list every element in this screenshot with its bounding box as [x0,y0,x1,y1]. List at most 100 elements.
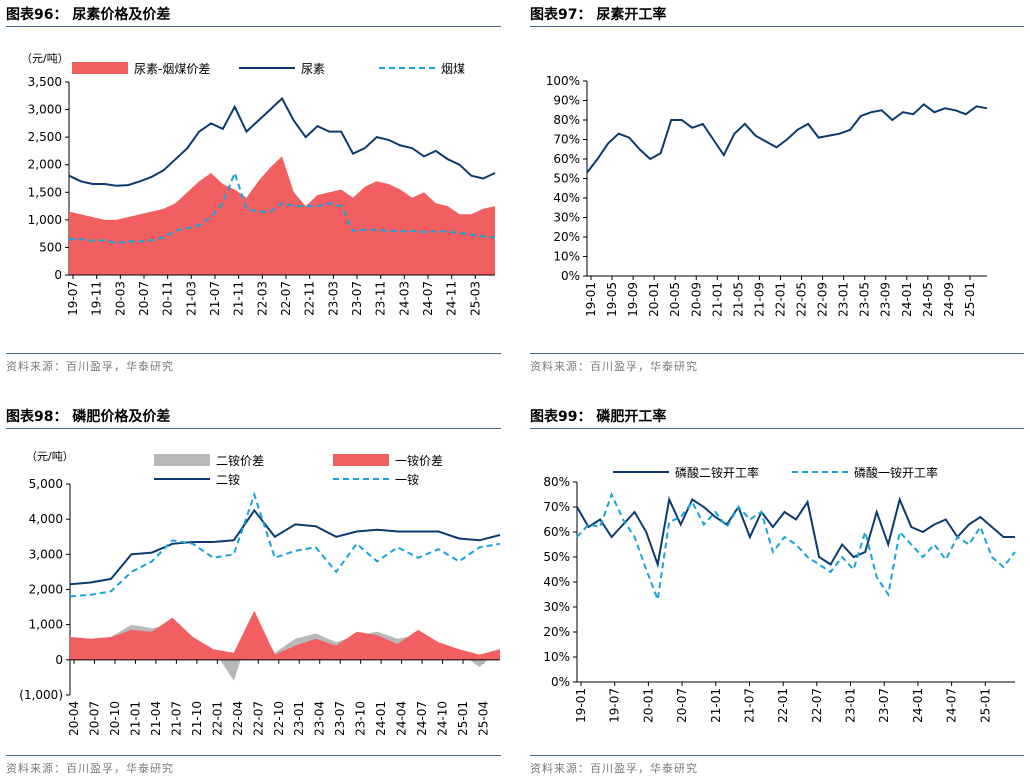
chart-title: 图表99： 磷肥开工率 [530,409,667,425]
x-tick-label: 24-07 [421,281,435,316]
x-tick-label: 20-03 [113,281,127,316]
x-tick-label: 24-01 [911,688,925,723]
title-rule [6,428,501,429]
y-tick-label: 40% [543,575,570,589]
x-tick-label: 22-10 [272,701,286,736]
x-tick-label: 21-07 [742,688,756,723]
x-tick-label: 25-03 [468,281,482,316]
source-rule [6,755,501,756]
x-tick-label: 22-04 [231,701,245,736]
y-tick-label: 0 [55,653,63,667]
y-tick-label: 500 [39,240,62,254]
source-rule [530,353,1024,354]
y-tick-label: 3,000 [29,547,63,561]
source-rule [530,755,1024,756]
x-tick-label: 20-01 [641,688,655,723]
x-tick-label: 22-05 [795,282,809,317]
x-tick-label: 25-04 [477,701,491,736]
x-tick-label: 24-07 [415,701,429,736]
x-tick-label: 21-05 [731,282,745,317]
chart-phosphate-price-spread: (1,000) 0 1,000 2,000 3,000 4,000 5,000 20-04 20… [19,450,501,736]
y-tick-label: 2,000 [28,158,62,172]
source-note: 资料来源：百川盈孚，华泰研究 [6,360,174,373]
x-tick-label: 21-03 [184,281,198,316]
x-tick-label: 19-07 [66,281,80,316]
y-tick-label: 70% [543,500,570,514]
x-tick-label: 22-01 [776,688,790,723]
chart-title: 图表97： 尿素开工率 [530,7,667,23]
x-tick-label: 21-01 [128,701,142,736]
x-tick-label: 21-04 [149,701,163,736]
panel-phosphate-price: 图表98： 磷肥价格及价差 (1,000) 0 1,000 2,000 3,000 4,0… [6,406,506,778]
x-tick-label: 22-03 [255,281,269,316]
x-tick-label: 22-11 [303,281,317,316]
x-tick-label: 23-10 [354,701,368,736]
x-tick-label: 22-01 [210,701,224,736]
panel-urea-operating-rate: 图表97： 尿素开工率 0% 10% 20% 30% 40% 50% 60% 70% 80% 90… [530,4,1030,374]
x-tick-label: 21-01 [709,688,723,723]
legend-label-1: 磷酸一铵开工率 [854,465,938,480]
series-line-1 [576,491,1016,604]
x-tick-label: 19-01 [584,282,598,317]
x-tick-label: 19-01 [574,688,588,723]
x-tick-label: 19-07 [608,688,622,723]
y-tick-label: 20% [543,625,570,639]
title-rule [6,26,501,27]
y-tick-label: 20% [553,230,580,244]
y-tick-label: (1,000) [19,688,63,702]
unit-label: （元/吨） [26,450,74,463]
legend-label-3: 一铵 [395,472,419,487]
y-tick-label: 50% [553,172,580,186]
x-tick-label: 21-07 [169,701,183,736]
series-line-2 [69,170,496,245]
x-tick-label: 23-05 [858,282,872,317]
x-tick-label: 20-07 [137,281,151,316]
x-tick-label: 24-04 [395,701,409,736]
y-tick-label: 1,500 [28,185,62,199]
x-tick-label: 20-10 [108,701,122,736]
chart-title: 图表96： 尿素价格及价差 [6,7,171,23]
legend-label-2: 二铵 [216,472,240,487]
panel-urea-price: 图表96： 尿素价格及价差 0 500 1,000 1,500 2,000 2,500 3,… [6,4,506,374]
y-tick-label: 80% [553,113,580,127]
series-line-1 [68,96,496,187]
series-line-3 [69,491,501,598]
x-tick-label: 20-04 [67,701,81,736]
y-tick-label: 70% [553,133,580,147]
x-tick-label: 24-09 [942,282,956,317]
source-note: 资料来源：百川盈孚，华泰研究 [530,360,698,373]
y-tick-label: 0% [551,675,570,689]
x-tick-label: 21-07 [208,281,222,316]
y-tick-label: 5,000 [29,477,63,491]
x-tick-label: 21-11 [232,281,246,316]
x-tick-label: 24-11 [445,281,459,316]
x-tick-label: 20-07 [87,701,101,736]
y-tick-label: 0 [54,268,62,282]
y-tick-label: 50% [543,550,570,564]
y-tick-label: 30% [543,600,570,614]
x-tick-label: 20-05 [668,282,682,317]
x-tick-label: 23-04 [313,701,327,736]
y-tick-label: 2,500 [28,130,62,144]
y-tick-label: 60% [553,152,580,166]
legend-swatch-1 [333,454,389,466]
y-tick-label: 40% [553,191,580,205]
y-tick-label: 3,000 [28,103,62,117]
chart-title: 图表98： 磷肥价格及价差 [6,409,171,425]
x-tick-label: 20-01 [647,282,661,317]
x-tick-label: 24-10 [436,701,450,736]
x-tick-label: 24-05 [921,282,935,317]
x-tick-label: 23-07 [877,688,891,723]
panel-phosphate-operating-rate: 图表99： 磷肥开工率 0% 10% 20% 30% 40% 50% 60% 70% 80% 19… [530,406,1030,778]
x-tick-label: 23-03 [326,281,340,316]
x-tick-label: 23-09 [879,282,893,317]
y-tick-label: 4,000 [29,512,63,526]
x-tick-label: 24-03 [397,281,411,316]
x-tick-label: 25-01 [963,282,977,317]
legend-label-0: 尿素-烟煤价差 [134,62,210,76]
x-tick-label: 19-05 [605,282,619,317]
x-tick-label: 23-01 [844,688,858,723]
legend-label-2: 烟煤 [441,62,465,76]
y-tick-label: 80% [543,475,570,489]
y-tick-label: 0% [561,269,580,283]
